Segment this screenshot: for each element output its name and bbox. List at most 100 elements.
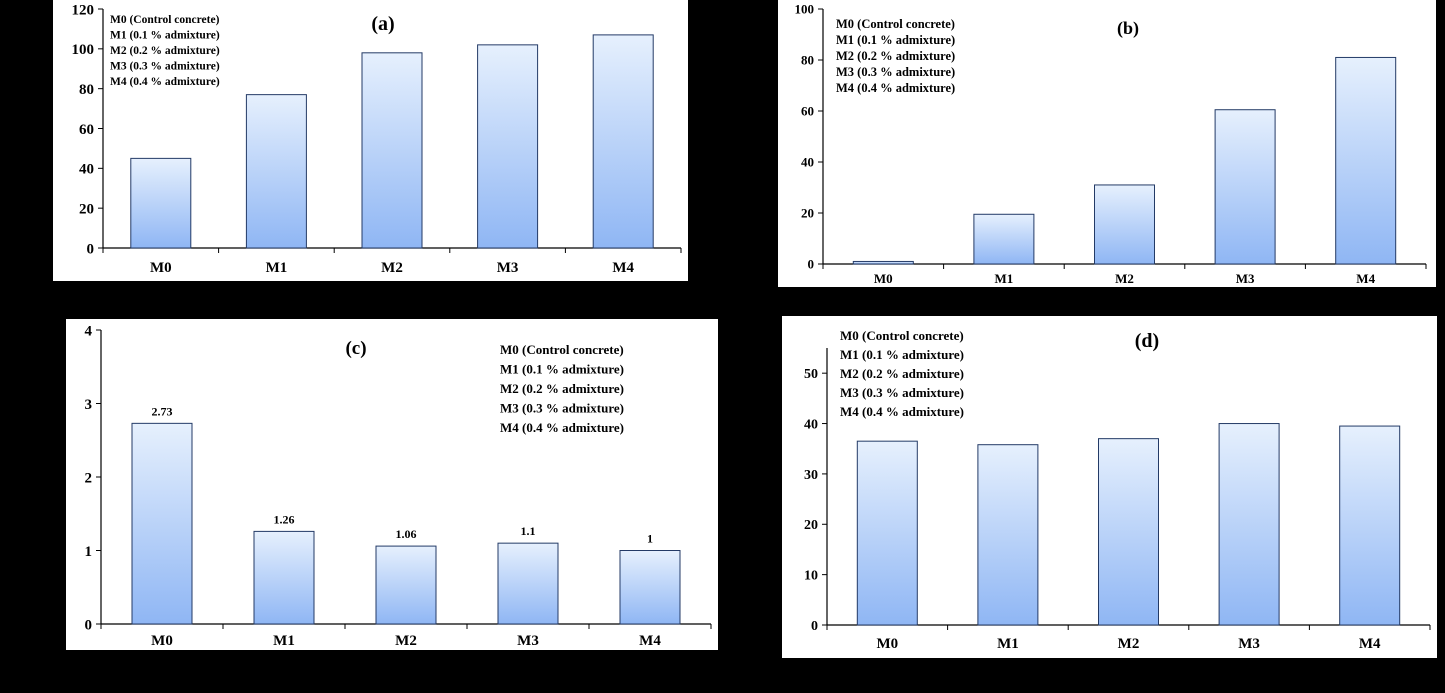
y-tick-label: 60 — [801, 104, 814, 119]
y-tick-label: 3 — [85, 397, 93, 413]
bar-m4 — [1339, 425, 1401, 626]
y-tick-label: 40 — [79, 162, 94, 178]
y-tick-label: 100 — [795, 2, 815, 17]
legend-entry: M4 (0.4 % admixture) — [500, 420, 624, 435]
bar-m1 — [973, 213, 1035, 265]
legend-entry: M4 (0.4 % admixture) — [840, 404, 964, 419]
bar-m3 — [497, 542, 559, 625]
category-label: M0 — [876, 636, 898, 652]
chart-svg-a: 0 20 40 60 80 100 120 M0 M1 M2 M3 M4 (a) M0 (Control … — [72, 2, 682, 276]
bar-m0 — [130, 157, 192, 249]
legend-entry: M3 (0.3 % admixture) — [110, 61, 220, 73]
bar-m3 — [1214, 109, 1276, 265]
category-label: M1 — [995, 271, 1014, 286]
category-label: M3 — [1238, 636, 1260, 652]
bar-m0 — [856, 440, 918, 626]
y-tick-label: 10 — [804, 569, 818, 584]
category-label: M0 — [874, 271, 893, 286]
legend-entry: M3 (0.3 % admixture) — [836, 65, 955, 79]
data-label: 1.1 — [521, 524, 536, 538]
category-label: M4 — [1356, 271, 1375, 286]
bar-m2 — [1094, 184, 1155, 265]
y-tick-label: 0 — [811, 619, 818, 634]
y-tick-label: 80 — [79, 82, 94, 98]
chart-svg-b: 0 20 40 60 80 100 M0 M1 M2 M3 M4 (b) M0 (Control con… — [795, 2, 1427, 286]
y-tick-label: 40 — [804, 417, 818, 432]
legend-entry: M2 (0.2 % admixture) — [500, 381, 624, 396]
bar-m3 — [1218, 423, 1280, 626]
legend-entry: M1 (0.1 % admixture) — [840, 347, 964, 362]
category-label: M4 — [639, 633, 661, 649]
y-tick-label: 40 — [801, 155, 814, 170]
data-label: 1.26 — [274, 512, 295, 526]
bar-m3 — [477, 44, 539, 249]
y-tick-label: 60 — [79, 122, 94, 138]
legend-entry: M2 (0.2 % admixture) — [110, 45, 220, 57]
panel-label: (d) — [1135, 330, 1159, 352]
legend-entry: M4 (0.4 % admixture) — [836, 81, 955, 95]
bar-m4 — [1335, 56, 1397, 265]
category-label: M2 — [1118, 636, 1140, 652]
bar-m4 — [619, 550, 681, 625]
legend-entry: M0 (Control concrete) — [500, 342, 624, 357]
category-label: M1 — [273, 633, 295, 649]
y-tick-label: 0 — [808, 257, 815, 272]
y-tick-label: 20 — [801, 206, 814, 221]
category-label: M2 — [1115, 271, 1134, 286]
category-label: M4 — [1359, 636, 1381, 652]
bar-m2 — [361, 52, 423, 249]
category-label: M3 — [497, 260, 519, 276]
legend-entry: M0 (Control concrete) — [836, 17, 955, 31]
panel-label: (a) — [371, 13, 394, 35]
legend-entry: M1 (0.1 % admixture) — [500, 362, 624, 377]
y-tick-label: 2 — [85, 470, 93, 486]
y-tick-label: 1 — [85, 544, 93, 560]
chart-panel-a: 0 20 40 60 80 100 120 M0 M1 M2 M3 M4 (a) M0 (Control … — [53, 0, 688, 281]
chart-svg-d: 0 10 20 30 40 50 M0 M1 M2 M3 M4 (d) M0 (Control conc… — [804, 328, 1431, 652]
legend-entry: M3 (0.3 % admixture) — [500, 401, 624, 416]
data-label: 2.73 — [152, 404, 173, 418]
bar-m4 — [592, 34, 654, 249]
chart-panel-c: 0 1 2 3 4 M0 2.73 M1 1.26 M2 1.06 M3 1.1 M4 1 (c) M0 (Co… — [66, 319, 718, 650]
category-label: M2 — [381, 260, 403, 276]
category-label: M0 — [151, 633, 173, 649]
data-label: 1 — [647, 532, 653, 546]
y-tick-label: 20 — [804, 518, 818, 533]
bar-m0 — [131, 422, 193, 625]
category-label: M3 — [517, 633, 539, 649]
category-label: M4 — [612, 260, 634, 276]
bar-m2 — [1098, 438, 1159, 626]
category-label: M3 — [1236, 271, 1255, 286]
y-tick-label: 80 — [801, 53, 814, 68]
legend-entry: M2 (0.2 % admixture) — [840, 366, 964, 381]
chart-panel-b: 0 20 40 60 80 100 M0 M1 M2 M3 M4 (b) M0 (Control con… — [778, 0, 1436, 287]
bar-m2 — [375, 545, 437, 625]
panel-label: (b) — [1117, 18, 1139, 39]
y-tick-label: 120 — [72, 2, 95, 18]
bar-m1 — [245, 94, 307, 249]
legend-entry: M1 (0.1 % admixture) — [836, 33, 955, 47]
y-tick-label: 30 — [804, 468, 818, 483]
y-tick-label: 20 — [79, 201, 94, 217]
y-tick-label: 4 — [85, 323, 93, 339]
category-label: M1 — [997, 636, 1019, 652]
category-label: M0 — [150, 260, 172, 276]
panel-label: (c) — [345, 338, 366, 359]
legend-entry: M2 (0.2 % admixture) — [836, 49, 955, 63]
bar-m0 — [852, 260, 914, 265]
legend-entry: M3 (0.3 % admixture) — [840, 385, 964, 400]
bar-m1 — [977, 444, 1039, 626]
chart-panel-d: 0 10 20 30 40 50 M0 M1 M2 M3 M4 (d) M0 (Control conc… — [782, 316, 1437, 658]
legend-entry: M4 (0.4 % admixture) — [110, 76, 220, 88]
y-tick-label: 100 — [72, 42, 95, 58]
data-label: 1.06 — [396, 527, 417, 541]
y-tick-label: 0 — [85, 617, 93, 633]
category-label: M2 — [395, 633, 417, 649]
bar-m1 — [253, 530, 315, 625]
legend-entry: M1 (0.1 % admixture) — [110, 30, 220, 42]
chart-svg-c: 0 1 2 3 4 M0 2.73 M1 1.26 M2 1.06 M3 1.1 M4 1 (c) M0 (Co… — [85, 323, 712, 649]
legend-entry: M0 (Control concrete) — [110, 14, 220, 26]
y-tick-label: 50 — [804, 367, 818, 382]
y-tick-label: 0 — [87, 241, 95, 257]
category-label: M1 — [266, 260, 288, 276]
